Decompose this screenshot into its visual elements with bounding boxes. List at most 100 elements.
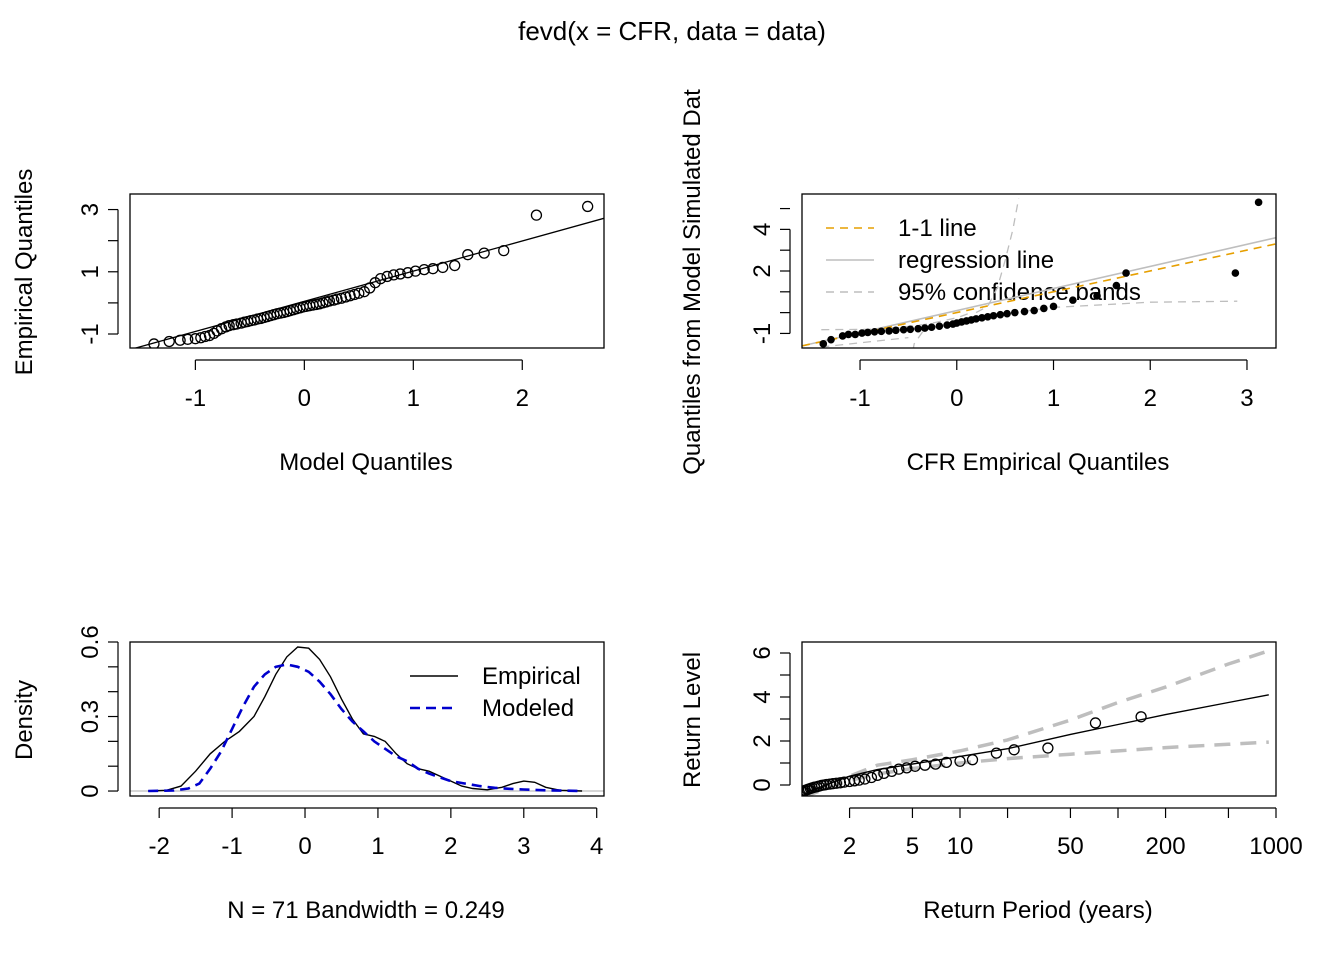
qq-sim-point <box>927 323 936 331</box>
qq-model-plot-area <box>133 200 604 348</box>
qq-model-y-tick-label: 1 <box>77 265 104 278</box>
qq-model-point <box>231 318 243 330</box>
qq-model-point <box>353 287 365 299</box>
legend-bands-label: 95% confidence bands <box>898 279 1141 306</box>
qq-model-x-tick-label: -1 <box>185 385 206 412</box>
legend-empirical-label: Empirical <box>482 663 581 690</box>
density-ylabel: Density <box>11 680 38 760</box>
qq-model-point <box>323 295 336 307</box>
density-x-tick-label: 4 <box>590 833 603 860</box>
density-x-tick-label: 3 <box>517 833 530 860</box>
qq-sim-point <box>892 326 900 335</box>
return-level-point <box>893 763 905 775</box>
qq-model-point <box>418 263 430 276</box>
legend-regression-label: regression line <box>898 247 1054 274</box>
density-xlabel: N = 71 Bandwidth = 0.249 <box>227 897 505 924</box>
qq-sim-point <box>819 340 828 348</box>
qq-model-point <box>331 293 343 305</box>
qq-sim-point <box>877 327 886 336</box>
qq-model-point <box>148 338 160 348</box>
density-empirical-line <box>148 646 583 792</box>
return-level-point <box>878 767 890 779</box>
return-level-point <box>1135 711 1147 723</box>
density-panel: N = 71 Bandwidth = 0.249 Density Empiric… <box>11 625 605 924</box>
figure-title: fevd(x = CFR, data = data) <box>518 16 826 46</box>
qq-model-point <box>195 332 207 344</box>
return-level-point <box>990 747 1003 759</box>
qq-model-point <box>498 244 510 257</box>
qq-model-y-tick-label: -1 <box>77 323 104 344</box>
density-x-tick-label: -1 <box>221 833 242 860</box>
return-level-x-tick-label: 50 <box>1057 833 1084 860</box>
qq-model-point <box>530 209 543 221</box>
return-level-ci-upper <box>802 649 1270 796</box>
return-level-x-tick-label: 1000 <box>1249 833 1302 860</box>
return-level-point <box>886 765 898 778</box>
density-y-tick-label: 0 <box>77 784 104 797</box>
qq-sim-1to1-line <box>802 243 1276 347</box>
qq-sim-confidence-band <box>975 198 1020 314</box>
qq-sim-point <box>827 335 835 344</box>
qq-sim-point <box>870 327 879 336</box>
density-x-tick-label: 1 <box>371 833 384 860</box>
qq-sim-frame <box>801 193 1277 349</box>
density-frame <box>129 641 605 797</box>
return-level-x-tick-label: 5 <box>906 833 919 860</box>
return-level-ci-lower <box>802 740 1269 796</box>
qq-model-x-tick-label: 1 <box>407 385 420 412</box>
qq-sim-point <box>921 324 929 332</box>
qq-model-x-tick-label: 2 <box>516 385 529 412</box>
return-level-y-tick-label: 0 <box>749 778 776 791</box>
return-level-frame <box>801 641 1277 797</box>
return-level-point <box>827 778 839 790</box>
legend-modeled-label: Modeled <box>482 695 574 722</box>
qq-model-point <box>388 269 400 281</box>
qq-model-point <box>462 249 474 261</box>
qq-sim-point <box>1112 281 1121 290</box>
qq-sim-point <box>844 330 853 339</box>
qq-sim-point <box>983 312 992 321</box>
density-y-tick-label: 0.6 <box>77 625 104 658</box>
return-level-y-tick-label: 4 <box>749 690 776 703</box>
return-level-point <box>853 774 865 786</box>
return-level-x-tick-label: 2 <box>843 833 856 860</box>
qq-model-point <box>394 268 406 280</box>
return-level-point <box>966 754 979 766</box>
qq-model-point <box>582 200 594 213</box>
qq-model-point <box>163 335 175 348</box>
return-level-point <box>919 759 931 771</box>
density-plot-area <box>130 646 604 793</box>
density-legend: Empirical Modeled <box>410 663 581 722</box>
return-level-point <box>871 769 884 781</box>
qq-model-frame <box>129 193 605 349</box>
return-level-point <box>901 762 913 774</box>
qq-sim-point <box>1093 292 1101 300</box>
return-level-plot-area <box>802 649 1270 796</box>
qq-model-panel: Model Quantiles Empirical Quantiles -1 0 1… <box>11 169 605 476</box>
qq-sim-xlabel: CFR Empirical Quantiles <box>907 449 1170 476</box>
return-level-point <box>954 755 966 767</box>
qq-sim-point <box>1040 304 1048 313</box>
qq-sim-point <box>1011 308 1019 317</box>
return-level-x-tick-label: 10 <box>947 833 974 860</box>
return-level-point <box>830 777 843 789</box>
qq-sim-point <box>978 314 986 322</box>
qq-sim-y-tick-label: 4 <box>749 223 776 236</box>
legend-1to1-label: 1-1 line <box>898 215 977 242</box>
qq-sim-panel: CFR Empirical Quantiles Quantiles from M… <box>679 89 1277 476</box>
qq-sim-x-tick-label: -1 <box>849 385 870 412</box>
qq-sim-point <box>989 311 998 320</box>
qq-sim-point <box>1049 302 1058 311</box>
qq-sim-point <box>1122 269 1130 277</box>
qq-sim-x-tick-label: 0 <box>950 385 963 412</box>
return-level-point <box>929 758 942 770</box>
return-level-point <box>1089 717 1102 729</box>
return-level-point <box>1008 744 1020 756</box>
qq-model-y-tick-label: 3 <box>77 203 104 216</box>
qq-sim-point <box>996 310 1005 319</box>
qq-sim-confidence-band <box>821 336 909 348</box>
qq-sim-point <box>1254 198 1263 207</box>
qq-model-point <box>374 272 387 285</box>
density-x-tick-label: 2 <box>444 833 457 860</box>
density-modeled-line <box>148 663 583 793</box>
